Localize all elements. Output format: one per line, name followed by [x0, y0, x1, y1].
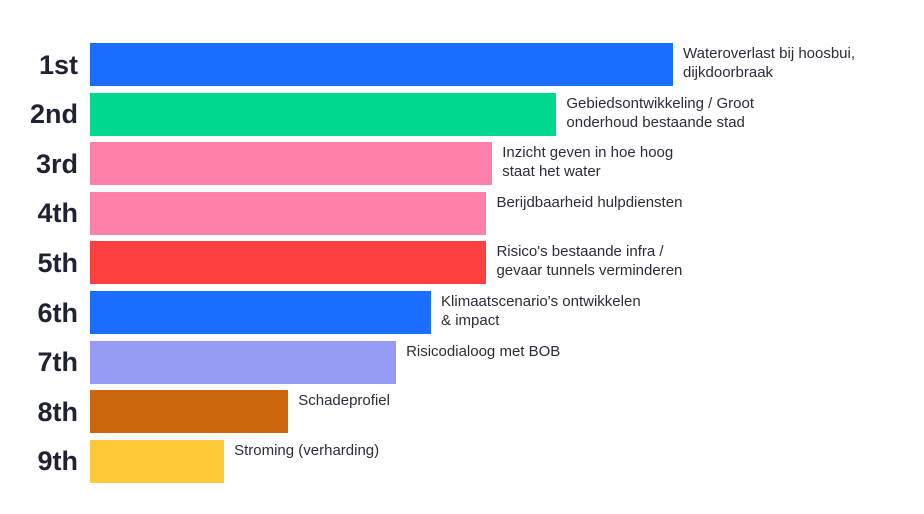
rank-label: 3rd	[35, 148, 78, 179]
bar-label: Risico's bestaande infra / gevaar tunnel…	[496, 243, 683, 280]
bar-label: Wateroverlast bij hoosbui, dijkdoorbraak	[683, 45, 856, 81]
bar	[90, 92, 557, 136]
rank-label: 5th	[37, 247, 79, 278]
rank-label: 1st	[38, 49, 78, 80]
rank-label: 2nd	[29, 99, 78, 130]
rank-label: 8th	[37, 396, 79, 427]
rank-label: 9th	[37, 446, 79, 477]
bar-label: Inzicht geven in hoe hoog staat het wate…	[502, 144, 674, 181]
rank-label: 6th	[37, 297, 79, 328]
rank-label: 4th	[37, 198, 79, 229]
bar	[90, 191, 487, 235]
bar	[90, 439, 225, 483]
bar-label: Stroming (verharding)	[234, 441, 380, 459]
bar	[90, 340, 397, 384]
bar-label: Risicodialoog met BOB	[406, 342, 561, 360]
bar	[90, 390, 289, 434]
bar	[90, 241, 487, 285]
bar-label: Klimaatscenario's ontwikkelen & impact	[441, 293, 641, 329]
bar	[90, 291, 432, 334]
bar	[90, 142, 493, 186]
bar-label: Schadeprofiel	[298, 392, 390, 410]
bar-label: Berijdbaarheid hulpdiensten	[496, 193, 683, 211]
bar	[90, 43, 673, 86]
rank-label: 7th	[37, 347, 79, 378]
bar-label: Gebiedsontwikkeling / Groot onderhoud be…	[566, 94, 754, 131]
